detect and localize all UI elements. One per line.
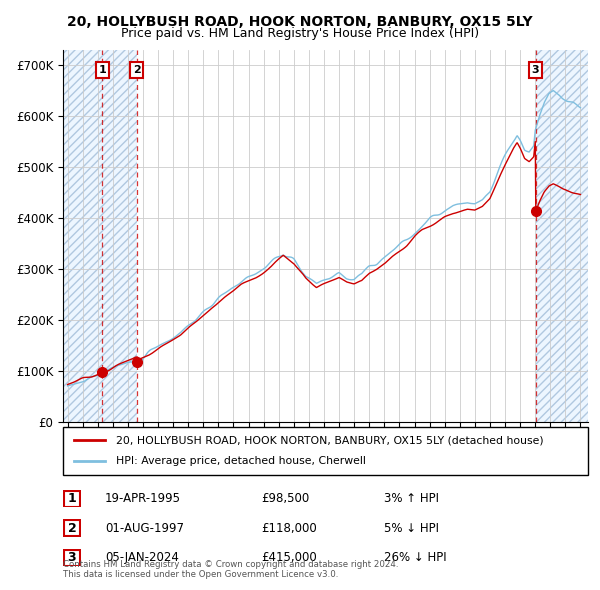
- Text: 3% ↑ HPI: 3% ↑ HPI: [384, 492, 439, 505]
- Text: 20, HOLLYBUSH ROAD, HOOK NORTON, BANBURY, OX15 5LY (detached house): 20, HOLLYBUSH ROAD, HOOK NORTON, BANBURY…: [115, 435, 543, 445]
- Text: £415,000: £415,000: [261, 551, 317, 564]
- Text: £118,000: £118,000: [261, 522, 317, 535]
- Text: 19-APR-1995: 19-APR-1995: [105, 492, 181, 505]
- Bar: [536, 50, 588, 422]
- Text: 2: 2: [133, 65, 140, 75]
- Text: Price paid vs. HM Land Registry's House Price Index (HPI): Price paid vs. HM Land Registry's House …: [121, 27, 479, 40]
- Text: 20, HOLLYBUSH ROAD, HOOK NORTON, BANBURY, OX15 5LY: 20, HOLLYBUSH ROAD, HOOK NORTON, BANBURY…: [67, 15, 533, 29]
- Text: £98,500: £98,500: [261, 492, 309, 505]
- Bar: [102, 50, 137, 422]
- Text: 2: 2: [68, 522, 76, 535]
- Text: Contains HM Land Registry data © Crown copyright and database right 2024.
This d: Contains HM Land Registry data © Crown c…: [63, 560, 398, 579]
- Bar: [63, 50, 102, 422]
- Bar: [63, 50, 102, 422]
- Text: 26% ↓ HPI: 26% ↓ HPI: [384, 551, 446, 564]
- Text: 1: 1: [98, 65, 106, 75]
- Text: 01-AUG-1997: 01-AUG-1997: [105, 522, 184, 535]
- Text: 5% ↓ HPI: 5% ↓ HPI: [384, 522, 439, 535]
- Text: 3: 3: [532, 65, 539, 75]
- Bar: [536, 50, 588, 422]
- Bar: [102, 50, 137, 422]
- Text: 05-JAN-2024: 05-JAN-2024: [105, 551, 179, 564]
- Text: 1: 1: [68, 492, 76, 505]
- Text: 3: 3: [68, 551, 76, 564]
- Text: HPI: Average price, detached house, Cherwell: HPI: Average price, detached house, Cher…: [115, 457, 365, 467]
